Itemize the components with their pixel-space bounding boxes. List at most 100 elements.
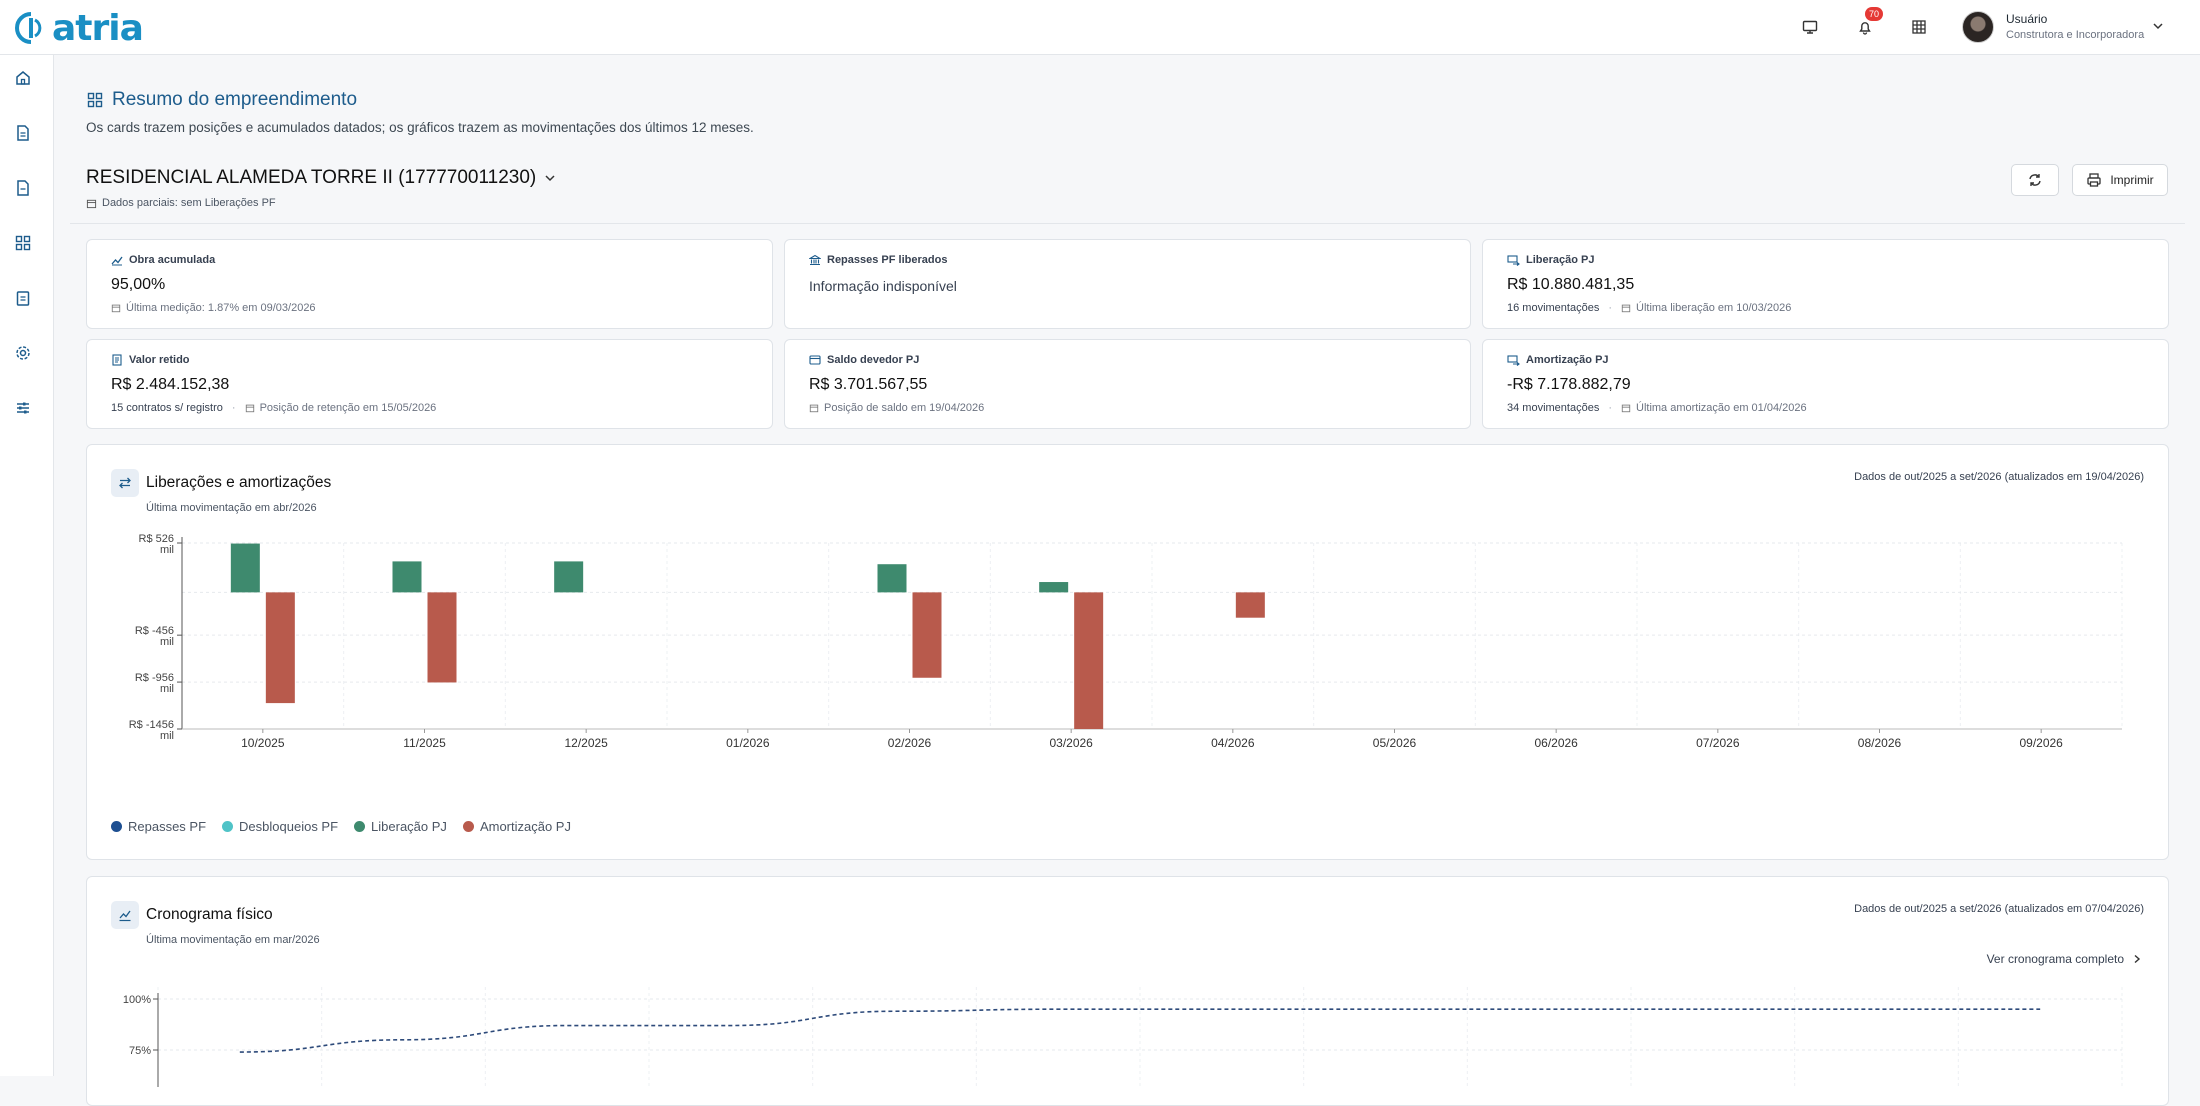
printer-icon [2087, 173, 2101, 187]
x-tick-label: 12/2025 [564, 736, 608, 750]
y-tick-label-unit: mil [160, 683, 174, 695]
card-value: 95,00% [111, 276, 166, 293]
card-label: Obra acumulada [111, 254, 215, 266]
legend-label: Liberação PJ [371, 819, 447, 834]
y-tick-label-unit: mil [160, 730, 174, 742]
document-icon[interactable] [14, 124, 32, 142]
legend-label: Repasses PF [128, 819, 207, 834]
x-tick-label: 05/2026 [1373, 736, 1417, 750]
legend-label: Amortização PJ [479, 819, 571, 834]
legend-dot [111, 821, 122, 832]
y-tick-label: R$ -956 [135, 672, 174, 684]
chart-title: Cronograma físico [146, 906, 273, 923]
chart-range: Dados de out/2025 a set/2026 (atualizado… [1854, 903, 2144, 915]
monitor-icon[interactable] [1800, 17, 1820, 37]
grid-icon[interactable] [1909, 17, 1929, 37]
x-tick-label: 02/2026 [888, 736, 932, 750]
sliders-icon[interactable] [14, 399, 32, 417]
app-logo[interactable]: atria [14, 7, 144, 49]
project-selector[interactable]: RESIDENCIAL ALAMEDA TORRE II (1777700112… [86, 167, 556, 189]
chart-card-liberacoes: Liberações e amortizações Última movimen… [86, 444, 2169, 860]
card-extra-text: 34 movimentações [1507, 402, 1600, 414]
y-tick-label: R$ -456 [135, 625, 174, 637]
card-foot: Última medição: 1.87% em 09/03/2026 [111, 302, 316, 314]
bar-amortizacao-pj [1235, 592, 1265, 618]
line-chart: 100% 75% [123, 987, 2123, 1087]
card-value: -R$ 7.178.882,79 [1507, 376, 1631, 393]
bar-liberacao-pj [230, 543, 260, 593]
trending-up-icon [111, 256, 123, 266]
chart-subtitle: Última movimentação em abr/2026 [146, 502, 317, 514]
calendar-icon [1621, 404, 1631, 413]
card-foot-text: Última liberação em 10/03/2026 [1636, 302, 1792, 314]
calendar-icon [245, 404, 254, 413]
calendar-icon [1621, 304, 1631, 313]
print-button[interactable]: Imprimir [2072, 164, 2168, 196]
atria-logo-icon [15, 12, 42, 44]
x-tick-label: 07/2026 [1696, 736, 1740, 750]
ver-cronograma-link[interactable]: Ver cronograma completo [1987, 952, 2142, 966]
page-title-row: Resumo do empreendimento [86, 89, 357, 111]
x-tick-label: 06/2026 [1534, 736, 1578, 750]
bar-liberacao-pj [877, 564, 907, 593]
clipboard-icon[interactable] [14, 289, 32, 307]
legend-item[interactable]: Desbloqueios PF [222, 819, 338, 834]
y-tick-label: 100% [123, 994, 151, 1006]
bar-liberacao-pj [554, 561, 584, 593]
bell-icon[interactable]: 70 [1855, 7, 1884, 37]
chart-title: Liberações e amortizações [146, 474, 332, 491]
file-icon[interactable] [14, 179, 32, 197]
y-tick-label: 75% [129, 1045, 151, 1057]
card-label: Valor retido [111, 354, 190, 366]
page-title: Resumo do empreendimento [112, 89, 358, 110]
card-label-text: Valor retido [129, 354, 190, 366]
calendar-icon [809, 404, 819, 413]
card-label: Saldo devedor PJ [809, 354, 919, 366]
chevron-down-icon[interactable] [2152, 20, 2164, 32]
chevron-down-icon [545, 175, 555, 182]
bank-icon [809, 254, 821, 266]
dashboard-icon[interactable] [14, 234, 32, 252]
separator: · [1608, 402, 1612, 414]
card-foot: 15 contratos s/ registro · Posição de re… [111, 402, 436, 414]
chart-range: Dados de out/2025 a set/2026 (atualizado… [1854, 471, 2144, 483]
x-tick-label: 10/2025 [241, 736, 285, 750]
home-icon[interactable] [14, 69, 32, 87]
x-tick-label: 03/2026 [1049, 736, 1093, 750]
legend-item[interactable]: Repasses PF [111, 819, 206, 834]
card-obra-acumulada: Obra acumulada 95,00% Última medição: 1.… [86, 239, 773, 329]
card-value: R$ 2.484.152,38 [111, 376, 230, 393]
card-extra-text: 16 movimentações [1507, 302, 1600, 314]
settings-icon[interactable] [14, 344, 32, 362]
page-subtitle: Os cards trazem posições e acumulados da… [86, 120, 754, 135]
card-liberacao-pj: Liberação PJ R$ 10.880.481,35 16 movimen… [1482, 239, 2169, 329]
card-repasses-pf: Repasses PF liberados Informação indispo… [784, 239, 1471, 329]
legend-item[interactable]: Amortização PJ [462, 819, 571, 834]
card-foot-text: Última medição: 1.87% em 09/03/2026 [126, 302, 316, 314]
logo-text: atria [52, 7, 144, 49]
card-amortizacao-pj: Amortização PJ -R$ 7.178.882,79 34 movim… [1482, 339, 2169, 429]
bar-liberacao-pj [392, 561, 422, 593]
separator: · [1608, 302, 1612, 314]
separator: · [231, 402, 236, 414]
chart-line-icon [111, 901, 139, 929]
wallet-icon [809, 355, 821, 365]
top-bar: atria 70 Usuário Construtora e Incorpora… [0, 0, 2200, 55]
avatar[interactable] [1962, 11, 1994, 43]
project-title: RESIDENCIAL ALAMEDA TORRE II (1777700112… [86, 167, 537, 188]
card-label: Liberação PJ [1507, 254, 1594, 266]
money-transfer-icon [1507, 355, 1520, 366]
legend-item[interactable]: Liberação PJ [354, 819, 447, 834]
project-note: Dados parciais: sem Liberações PF [86, 197, 276, 209]
refresh-button[interactable] [2011, 164, 2059, 196]
chevron-right-icon [2134, 954, 2141, 964]
card-valor-retido: Valor retido R$ 2.484.152,38 15 contrato… [86, 339, 773, 429]
card-label-text: Saldo devedor PJ [827, 354, 920, 366]
link-label: Ver cronograma completo [1986, 952, 2124, 966]
notification-badge: 70 [1865, 7, 1884, 21]
bar-amortizacao-pj [1074, 592, 1104, 729]
series-line [239, 1008, 2041, 1053]
card-value: R$ 10.880.481,35 [1507, 276, 1635, 293]
legend-dot [462, 821, 474, 832]
card-foot-text: Posição de saldo em 19/04/2026 [824, 402, 985, 414]
